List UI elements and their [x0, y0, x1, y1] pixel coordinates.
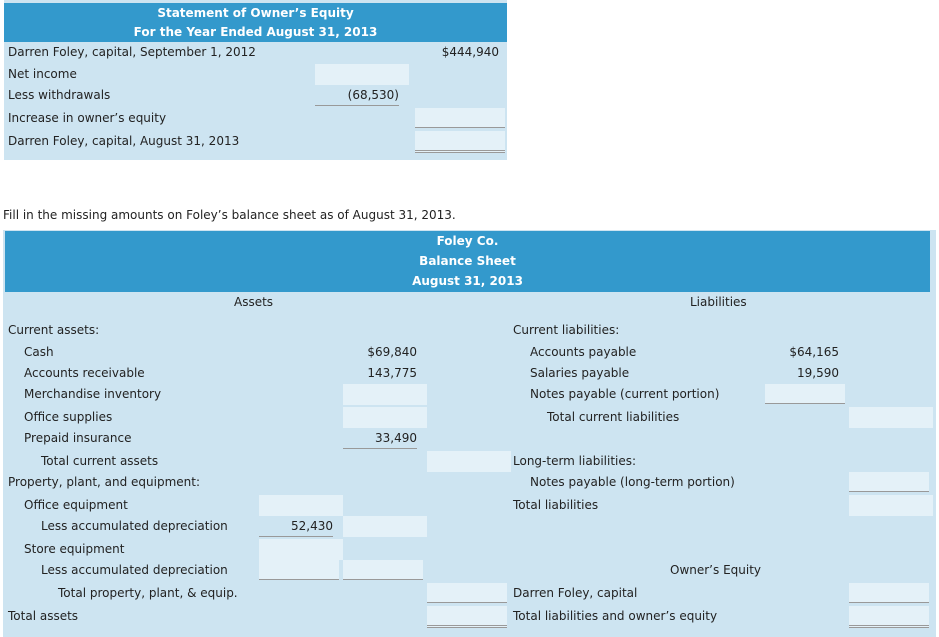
equity-amount-input[interactable] — [315, 64, 409, 85]
equity-total-value: $444,940 — [441, 45, 499, 59]
balance-sheet — [3, 230, 936, 637]
asset-b-value: 143,775 — [367, 366, 417, 380]
asset-b-value: 33,490 — [343, 430, 417, 449]
equity-statement-subtitle: For the Year Ended August 31, 2013 — [133, 25, 378, 39]
equity-row-label: Less withdrawals — [8, 88, 111, 102]
liability-row-label: Total current liabilities — [547, 410, 680, 424]
liability-row-label: Notes payable (long-term portion) — [530, 475, 735, 489]
asset-row-label: Total assets — [8, 609, 79, 623]
liability-e-input[interactable] — [849, 407, 933, 428]
liability-row-label: Total liabilities — [513, 498, 599, 512]
asset-a-value: 52,430 — [259, 518, 333, 537]
assets-heading: Assets — [234, 295, 274, 309]
liability-row-label: Accounts payable — [530, 345, 637, 359]
asset-a-input[interactable] — [259, 495, 343, 516]
owners-equity-heading: Owner’s Equity — [670, 563, 762, 577]
asset-c-input[interactable] — [427, 606, 507, 628]
equity-total-input[interactable] — [415, 131, 505, 153]
liability-row-label: Long-term liabilities: — [513, 454, 637, 468]
company-name: Foley Co. — [436, 234, 499, 248]
asset-a-input[interactable] — [259, 539, 343, 560]
asset-row-label: Total current assets — [41, 454, 159, 468]
balance-sheet-header: Foley Co. Balance Sheet August 31, 2013 — [5, 231, 930, 292]
liability-row-label: Current liabilities: — [513, 323, 620, 337]
equity-row-label: Increase in owner’s equity — [8, 111, 167, 125]
liability-row-label: Notes payable (current portion) — [530, 387, 720, 401]
asset-b-input[interactable] — [343, 560, 423, 580]
liabilities-heading: Liabilities — [690, 295, 747, 309]
asset-row-label: Prepaid insurance — [24, 431, 132, 445]
asset-b-input[interactable] — [343, 384, 427, 405]
equity-row-label: Net income — [8, 67, 77, 81]
asset-row-label: Cash — [24, 345, 54, 359]
equity-row-label: Darren Foley, capital, August 31, 2013 — [8, 134, 240, 148]
liability-d-value: 19,590 — [797, 366, 839, 380]
asset-row-label: Accounts receivable — [24, 366, 145, 380]
liability-row-label: Darren Foley, capital — [513, 586, 638, 600]
asset-row-label: Office supplies — [24, 410, 113, 424]
liability-d-value: $64,165 — [789, 345, 839, 359]
liability-row-label: Total liabilities and owner’s equity — [513, 609, 718, 623]
asset-b-value: $69,840 — [367, 345, 417, 359]
asset-row-label: Current assets: — [8, 323, 100, 337]
asset-b-input[interactable] — [343, 516, 427, 537]
liability-e-input[interactable] — [849, 472, 929, 492]
asset-a-input[interactable] — [259, 560, 339, 580]
balance-sheet-date: August 31, 2013 — [412, 274, 523, 288]
asset-row-label: Store equipment — [24, 542, 125, 556]
liability-d-input[interactable] — [765, 384, 845, 404]
asset-c-input[interactable] — [427, 583, 507, 603]
asset-row-label: Office equipment — [24, 498, 128, 512]
equity-row-label: Darren Foley, capital, September 1, 2012 — [8, 45, 256, 59]
liability-row-label: Salaries payable — [530, 366, 630, 380]
asset-row-label: Less accumulated depreciation — [41, 563, 228, 577]
equity-statement-title: Statement of Owner’s Equity — [157, 6, 354, 20]
instruction-text: Fill in the missing amounts on Foley’s b… — [3, 208, 456, 222]
asset-c-input[interactable] — [427, 451, 511, 472]
equity-total-input[interactable] — [415, 108, 505, 128]
balance-sheet-title: Balance Sheet — [419, 254, 516, 268]
liability-e-input[interactable] — [849, 606, 929, 628]
equity-statement-header: Statement of Owner’s Equity For the Year… — [4, 3, 507, 42]
asset-row-label: Merchandise inventory — [24, 387, 162, 401]
liability-e-input[interactable] — [849, 495, 933, 516]
asset-row-label: Property, plant, and equipment: — [8, 475, 201, 489]
asset-row-label: Total property, plant, & equip. — [58, 586, 238, 600]
equity-amount-value: (68,530) — [315, 87, 399, 106]
asset-row-label: Less accumulated depreciation — [41, 519, 228, 533]
asset-b-input[interactable] — [343, 407, 427, 428]
liability-e-input[interactable] — [849, 583, 929, 603]
